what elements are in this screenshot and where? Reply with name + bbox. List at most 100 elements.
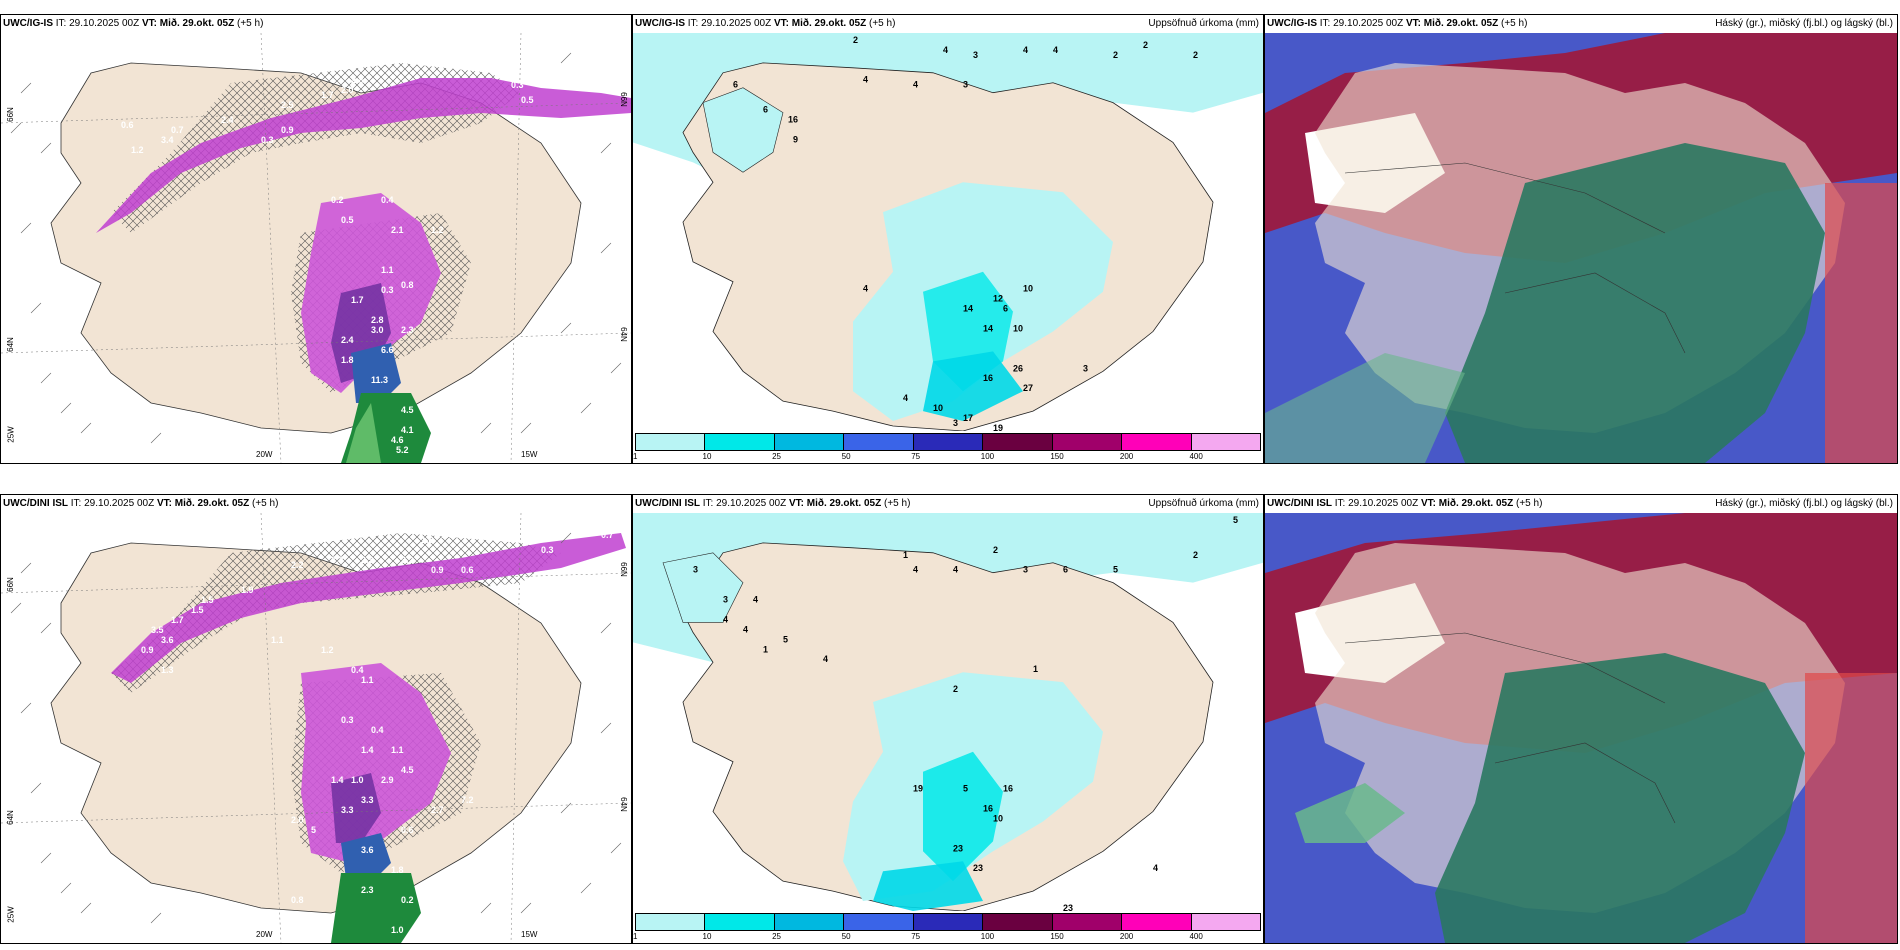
precip-value: 2.8 (371, 315, 384, 325)
precip-value: 1.2 (131, 145, 144, 155)
colorbar-swatch (1052, 434, 1123, 450)
precip-value: 3 (723, 595, 728, 605)
lon-label-15w: 15W (521, 450, 538, 459)
precip-value: 4 (723, 614, 728, 624)
precip-value: 10 (993, 813, 1003, 823)
panel-right-title: Uppsöfnuð úrkoma (mm) (1148, 498, 1259, 509)
precip-value: 5 (783, 634, 788, 644)
precip-value: 1.0 (351, 775, 364, 785)
colorbar-tick: 150 (1050, 452, 1064, 461)
precip-value: 1.1 (271, 635, 284, 645)
map-area (1265, 33, 1897, 463)
precip-value: 0.3 (541, 545, 554, 555)
precip-value: 1.1 (391, 745, 404, 755)
precip-value: 2 (953, 684, 958, 694)
colorbar-swatch (913, 914, 984, 930)
precip-value: 19 (913, 784, 923, 794)
panel-clouds-dini: UWC/DINI ISL IT: 29.10.2025 00Z VT: Mið.… (1264, 494, 1898, 944)
precip-value: 2 (1193, 550, 1198, 560)
colorbar-tick: 75 (911, 452, 921, 461)
precip-value: 2 (1193, 50, 1198, 60)
panel-accum-precip-dini: UWC/DINI ISL IT: 29.10.2025 00Z VT: Mið.… (632, 494, 1264, 944)
precip-value: 4 (863, 284, 868, 294)
panel-right-title: Háský (gr.), miðský (fj.bl.) og lágský (… (1715, 498, 1893, 509)
precip-value: 1.8 (391, 865, 404, 875)
precip-value: 11.3 (371, 375, 388, 385)
lon-label-20w: 20W (256, 930, 273, 939)
precip-value: 2.2 (291, 560, 304, 570)
precip-value: 1.5 (441, 530, 454, 540)
precip-value: 0.6 (401, 825, 414, 835)
precip-value: 1 (763, 644, 768, 654)
precip-value: 0.3 (261, 135, 274, 145)
lat-label-64n: 64N (5, 337, 15, 352)
precip-value: 2.0 (341, 85, 354, 95)
precip-value: 0.4 (351, 665, 364, 675)
map-area: 1.8 1.5 0.3 0.7 2.2 3.3 2.3 3.2 0.9 0.6 1.9 1.5 1.5 1… (1, 513, 631, 943)
precip-value: 1.5 (451, 50, 464, 60)
precip-value: 3 (973, 50, 978, 60)
precip-value: 3.5 (151, 625, 164, 635)
precip-value: 0.3 (511, 80, 524, 90)
colorbar-tick: 400 (1189, 932, 1203, 941)
precip-value: 2 (993, 545, 998, 555)
lat-label-right-64n: 64N (618, 327, 628, 342)
precip-value: 4 (943, 45, 948, 55)
precip-value: 2 (1143, 40, 1148, 50)
precip-value: 10 (933, 403, 943, 413)
precip-value: 1.4 (331, 775, 344, 785)
colorbar-swatch (844, 434, 914, 450)
colorbar-tick: 25 (772, 452, 782, 461)
lat-label-right-64n: 64N (618, 797, 628, 812)
precip-value: 10 (1023, 284, 1033, 294)
precip-value: 3 (693, 565, 698, 575)
colorbar-tick: 10 (702, 932, 712, 941)
precip-value: 0.8 (401, 280, 414, 290)
precip-value: 2.0 (291, 815, 304, 825)
colorbar-swatch (705, 914, 775, 930)
precip-value: 1.8 (421, 535, 434, 545)
precip-value: 0.7 (601, 530, 614, 540)
precip-value: 6 (1063, 565, 1068, 575)
precip-value: 1 (1033, 664, 1038, 674)
panel-title: UWC/IG-IS IT: 29.10.2025 00Z VT: Mið. 29… (3, 18, 264, 29)
panel-precip-type-ig: UWC/IG-IS IT: 29.10.2025 00Z VT: Mið. 29… (0, 14, 632, 464)
precip-value: 1.4 (361, 745, 374, 755)
colorbar-swatch (774, 434, 845, 450)
colorbar-swatch (1191, 434, 1260, 450)
colorbar-tick: 1 (633, 932, 638, 941)
precip-value: 27 (1023, 383, 1033, 393)
precip-value: 3.2 (401, 555, 414, 565)
precip-value: 12 (993, 294, 1003, 304)
precip-value: 0.4 (371, 725, 384, 735)
panel-clouds-ig: UWC/IG-IS IT: 29.10.2025 00Z VT: Mið. 29… (1264, 14, 1898, 464)
precip-value: 4 (903, 393, 908, 403)
precip-value: 2.9 (381, 775, 394, 785)
colorbar-tick: 50 (841, 932, 851, 941)
precip-value: 0.8 (291, 895, 304, 905)
panel-title: UWC/IG-IS IT: 29.10.2025 00Z VT: Mið. 29… (1267, 18, 1528, 29)
precip-value: 4 (1153, 863, 1158, 873)
precip-value: 6 (733, 80, 738, 90)
precip-value: 0.6 (461, 565, 474, 575)
colorbar-swatch (1191, 914, 1260, 930)
iceland-precip-type-map: 2.6 1.5 2.8 1.3 0.6 0.5 0.3 1.7 2.0 2.5 2.4 3.4 0.6 0… (1, 33, 631, 463)
iceland-accum-precip-map: 32144365253444142151916161052323333234 (633, 513, 1263, 911)
precip-value: 1.3 (161, 665, 174, 675)
colorbar-tick: 100 (980, 932, 995, 941)
precip-value: 1.7 (351, 295, 364, 305)
precip-value: 0.5 (341, 215, 354, 225)
precip-value: 3 (953, 418, 958, 428)
precip-value: 23 (953, 843, 963, 853)
precip-value: 23 (1063, 903, 1073, 911)
precip-value: 23 (973, 863, 983, 873)
map-area: 2 4 3 4 4 2 2 2 4 4 3 6 6 16 9 4 10 12 6 14 14 10 3 16 26 27 4 10 17… (633, 33, 1263, 431)
colorbar-swatch (636, 434, 706, 450)
precip-value: 2.1 (391, 225, 404, 235)
precip-value: 1.2 (431, 225, 444, 235)
precip-value: 1.1 (381, 265, 394, 275)
precip-value: 4.6 (391, 435, 404, 445)
precip-value: 16 (983, 804, 993, 814)
colorbar-swatch (1122, 434, 1192, 450)
precip-value: 1.1 (361, 675, 374, 685)
